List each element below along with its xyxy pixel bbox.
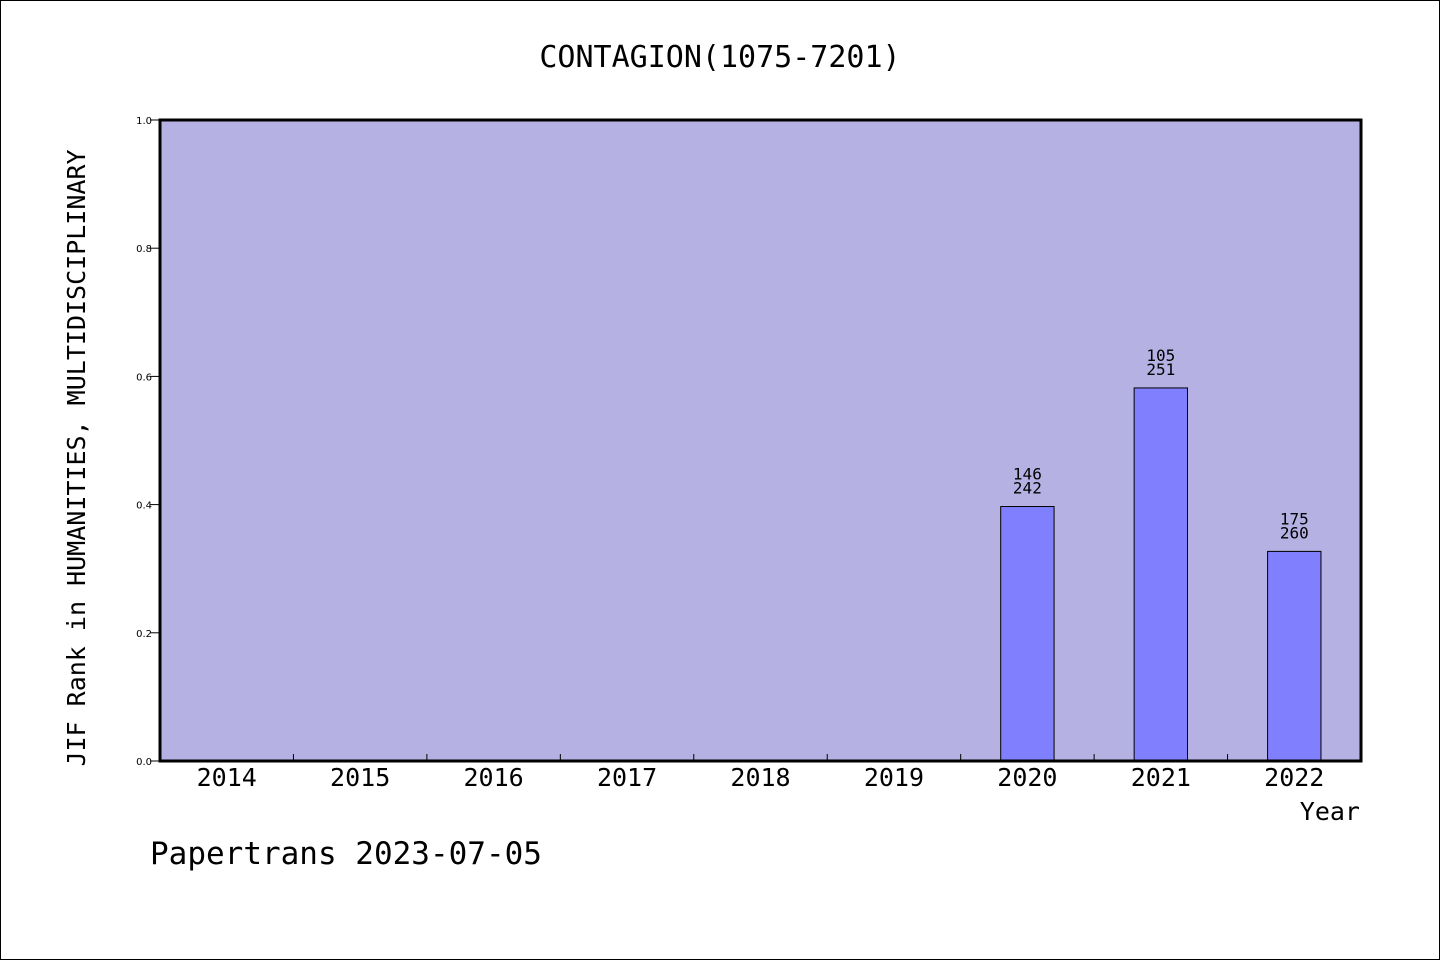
y-tick-label: 0.8 <box>136 244 152 255</box>
y-tick-label: 1.0 <box>136 116 152 127</box>
watermark-text: Papertrans 2023-07-05 <box>150 836 542 872</box>
bar-label-total: 251 <box>1146 360 1175 379</box>
bar-label-total: 260 <box>1280 523 1309 542</box>
x-tick-label: 2015 <box>330 763 390 792</box>
bar-label-total: 242 <box>1013 479 1042 498</box>
bar-label-rank: 175 <box>1280 509 1309 528</box>
x-tick-label: 2014 <box>197 763 257 792</box>
chart-title: CONTAGION(1075-7201) <box>539 40 900 75</box>
x-tick-label: 2018 <box>730 763 790 792</box>
y-tick-label: 0.6 <box>136 372 152 383</box>
y-tick-label: 0.4 <box>136 501 152 512</box>
x-tick-label: 2019 <box>864 763 924 792</box>
bar-label-rank: 105 <box>1146 346 1175 365</box>
ticks-layer: 2014 2015 2016 2017 2018 2019 2020 2021 2022 0.0 0… <box>136 116 1324 792</box>
y-tick-label: 0.2 <box>136 629 152 640</box>
y-axis-label: JIF Rank in HUMANITIES, MULTIDISCIPLINAR… <box>62 149 91 766</box>
x-tick-label: 2022 <box>1264 763 1324 792</box>
x-tick-label: 2020 <box>997 763 1057 792</box>
bar-2022 <box>1267 550 1322 762</box>
bar-label-rank: 146 <box>1013 465 1042 484</box>
x-tick-label: 2021 <box>1131 763 1191 792</box>
bar-2021 <box>1133 387 1189 762</box>
x-axis-label: Year <box>1300 797 1360 826</box>
plot-border <box>158 118 1363 763</box>
x-tick-label: 2016 <box>464 763 524 792</box>
x-tick-label: 2017 <box>597 763 657 792</box>
y-tick-label: 0.0 <box>136 757 152 768</box>
bar-2020 <box>1000 506 1055 762</box>
